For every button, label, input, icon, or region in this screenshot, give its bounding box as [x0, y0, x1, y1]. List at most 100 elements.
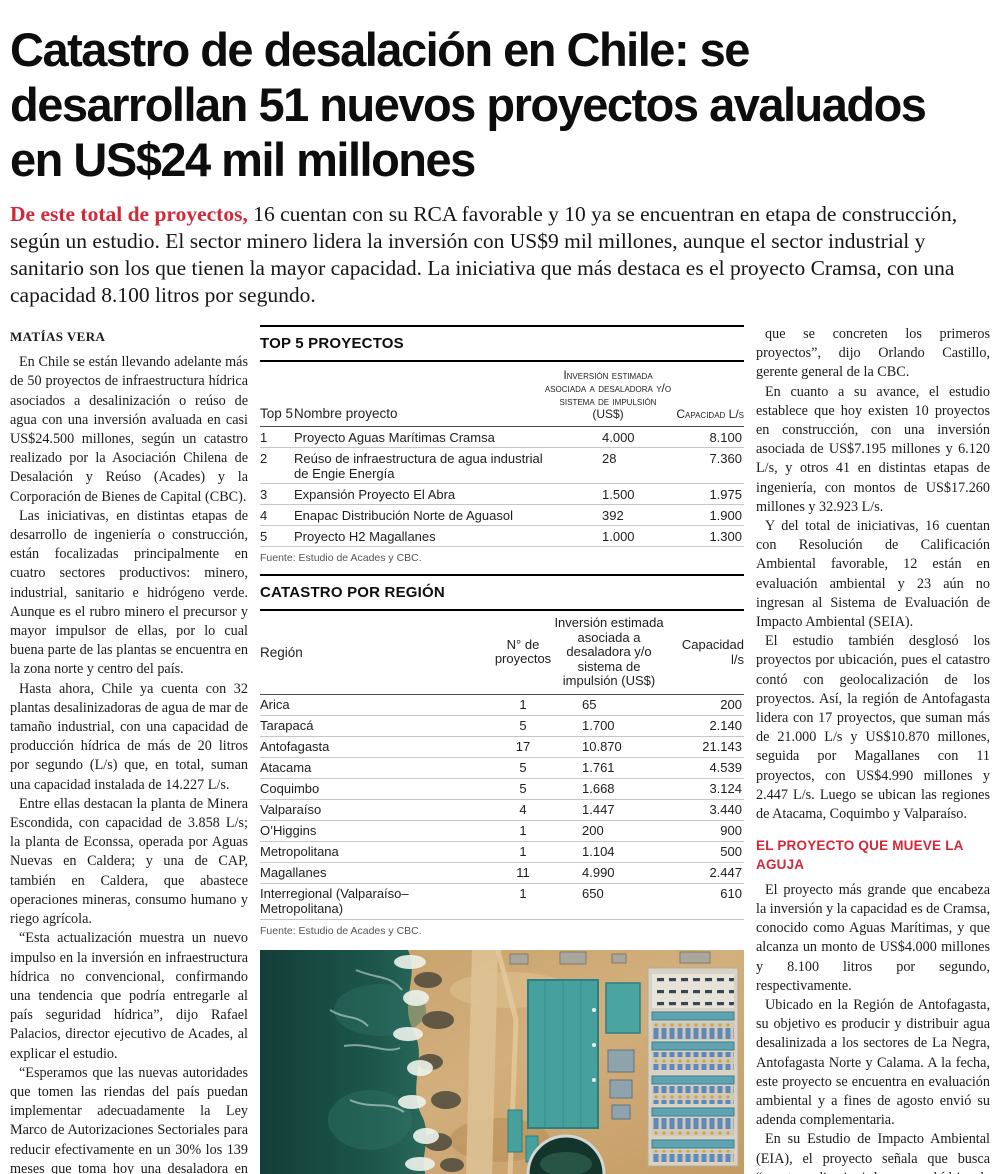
cell-capacity: 7.360 [709, 450, 742, 466]
cell-region: Magallanes [260, 865, 327, 880]
headline-line-3: en US$24 mil millones [10, 133, 476, 186]
section-subhead: EL PROYECTO QUE MUEVE LA AGUJA [756, 838, 964, 873]
article-paragraph: En Chile se están llevando adelante más … [10, 354, 248, 505]
page-title: Catastro de desalación en Chile: se desa… [10, 22, 990, 187]
table-top5-source: Fuente: Estudio de Acades y CBC. [260, 552, 422, 564]
table-row: Magallanes 11 4.990 2.447 [260, 863, 744, 884]
header-n-proyectos: N° de proyectos [494, 636, 552, 667]
cell-capacity: 4.539 [709, 760, 742, 775]
left-column-paragraphs: En Chile se están llevando adelante más … [10, 353, 248, 1174]
cell-investment: 1.500 [602, 486, 635, 502]
article-body: MATÍAS VERA En Chile se están llevando a… [10, 325, 990, 1174]
cell-region: O’Higgins [260, 823, 317, 838]
cell-n-proyectos: 1 [519, 823, 527, 838]
cell-investment: 4.990 [582, 865, 615, 880]
cell-capacity: 2.140 [709, 718, 742, 733]
article-paragraph: Las iniciativas, en distintas etapas de … [10, 507, 248, 678]
cell-region: Arica [260, 697, 290, 712]
table-row: Atacama 5 1.761 4.539 [260, 758, 744, 779]
cell-capacity: 1.900 [709, 507, 742, 523]
right-column-bottom-paragraphs: El proyecto más grande que encabeza la i… [756, 881, 990, 1174]
cell-investment: 10.870 [582, 739, 622, 754]
cell-rank: 5 [260, 528, 268, 544]
table-row: Tarapacá 5 1.700 2.140 [260, 716, 744, 737]
table-regions-header: Región N° de proyectos Inversión estimad… [260, 611, 744, 695]
article-paragraph: “Esperamos que las nuevas autoridades qu… [10, 1064, 248, 1174]
cell-capacity: 900 [720, 823, 742, 838]
cell-investment: 1.761 [582, 760, 615, 775]
table-row: Coquimbo 5 1.668 3.124 [260, 779, 744, 800]
lead-intro: De este total de proyectos, [10, 202, 248, 226]
table-row: Valparaíso 4 1.447 3.440 [260, 800, 744, 821]
cell-name: Proyecto Aguas Marítimas Cramsa [294, 429, 495, 445]
table-row: 4 Enapac Distribución Norte de Aguasol 3… [260, 505, 744, 526]
cell-n-proyectos: 5 [519, 718, 527, 733]
article-paragraph: Y del total de iniciativas, 16 cuentan c… [756, 518, 990, 631]
cell-investment: 200 [582, 823, 604, 838]
cell-investment: 1.700 [582, 718, 615, 733]
table-row: Arica 1 65 200 [260, 695, 744, 716]
cell-region: Metropolitana [260, 844, 339, 859]
cell-n-proyectos: 1 [519, 844, 527, 859]
cell-name: Enapac Distribución Norte de Aguasol [294, 507, 513, 523]
right-column-top-paragraphs: que se concreten los primeros proyectos”… [756, 325, 990, 824]
cell-name: Proyecto H2 Magallanes [294, 528, 436, 544]
table-row: 5 Proyecto H2 Magallanes 1.000 1.300 [260, 526, 744, 547]
cell-capacity: 1.975 [709, 486, 742, 502]
table-top5-header: Top 5 Nombre proyecto Inversión estimada… [260, 362, 744, 427]
cell-rank: 2 [260, 450, 268, 466]
table-regions: CATASTRO POR REGIÓN Región N° de proyect… [260, 574, 744, 945]
cell-name: Reúso de infraestructura de agua industr… [294, 450, 543, 481]
cell-region: Antofagasta [260, 739, 330, 754]
headline-line-2: desarrollan 51 nuevos proyectos avaluado… [10, 78, 927, 131]
cell-capacity: 3.124 [709, 781, 742, 796]
cell-investment: 1.000 [602, 528, 635, 544]
header-investment: Inversión estimada asociada a desaladora… [544, 368, 672, 421]
header-name: Nombre proyecto [294, 406, 398, 421]
header-capacity: Capacidad l/s [681, 637, 744, 668]
article-paragraph: El proyecto más grande que encabeza la i… [756, 881, 990, 994]
table-row: 2 Reúso de infraestructura de agua indus… [260, 448, 744, 484]
cell-rank: 3 [260, 486, 268, 502]
cell-investment: 1.447 [582, 802, 615, 817]
cell-n-proyectos: 1 [519, 697, 527, 712]
cell-capacity: 610 [720, 886, 742, 901]
table-regions-body: Arica 1 65 200 Tarapacá 5 1.700 2.140 [260, 695, 744, 920]
article-paragraph: Ubicado en la Región de Antofagasta, su … [756, 996, 990, 1129]
cell-capacity: 500 [720, 844, 742, 859]
cell-n-proyectos: 4 [519, 802, 527, 817]
table-row: Metropolitana 1 1.104 500 [260, 842, 744, 863]
table-top5-body: 1 Proyecto Aguas Marítimas Cramsa 4.000 … [260, 427, 744, 547]
cell-capacity: 2.447 [709, 865, 742, 880]
article-paragraph: que se concreten los primeros proyectos”… [756, 326, 990, 381]
cell-investment: 650 [582, 886, 604, 901]
cell-n-proyectos: 1 [519, 886, 527, 901]
cell-capacity: 3.440 [709, 802, 742, 817]
cell-capacity: 1.300 [709, 528, 742, 544]
cell-investment: 28 [602, 450, 617, 466]
cell-region: Interregional (Valparaíso– Metropolitana… [260, 886, 409, 916]
table-row: Antofagasta 17 10.870 21.143 [260, 737, 744, 758]
plant-aerial-photo-graphic [260, 948, 744, 1174]
cell-investment: 1.668 [582, 781, 615, 796]
header-rank: Top 5 [260, 406, 294, 421]
cell-capacity: 21.143 [702, 739, 742, 754]
cell-n-proyectos: 17 [515, 739, 531, 754]
cell-investment: 65 [582, 697, 597, 712]
table-row: 3 Expansión Proyecto El Abra 1.500 1.975 [260, 484, 744, 505]
cell-investment: 1.104 [582, 844, 615, 859]
cell-investment: 392 [602, 507, 624, 523]
headline-line-1: Catastro de desalación en Chile: se [10, 23, 750, 76]
cell-name: Expansión Proyecto El Abra [294, 486, 456, 502]
article-paragraph: El estudio también desglosó los proyecto… [756, 633, 990, 823]
cell-region: Atacama [260, 760, 312, 775]
left-column: MATÍAS VERA En Chile se están llevando a… [10, 325, 248, 1174]
article-paragraph: “Esta actualización muestra un nuevo imp… [10, 930, 248, 1062]
article-paragraph: En cuanto a su avance, el estudio establ… [756, 383, 990, 515]
lead-paragraph: De este total de proyectos, 16 cuentan c… [10, 201, 990, 309]
cell-investment: 4.000 [602, 429, 635, 445]
cell-rank: 1 [260, 429, 268, 445]
plant-aerial-photo [260, 948, 744, 1174]
cell-n-proyectos: 5 [519, 760, 527, 775]
